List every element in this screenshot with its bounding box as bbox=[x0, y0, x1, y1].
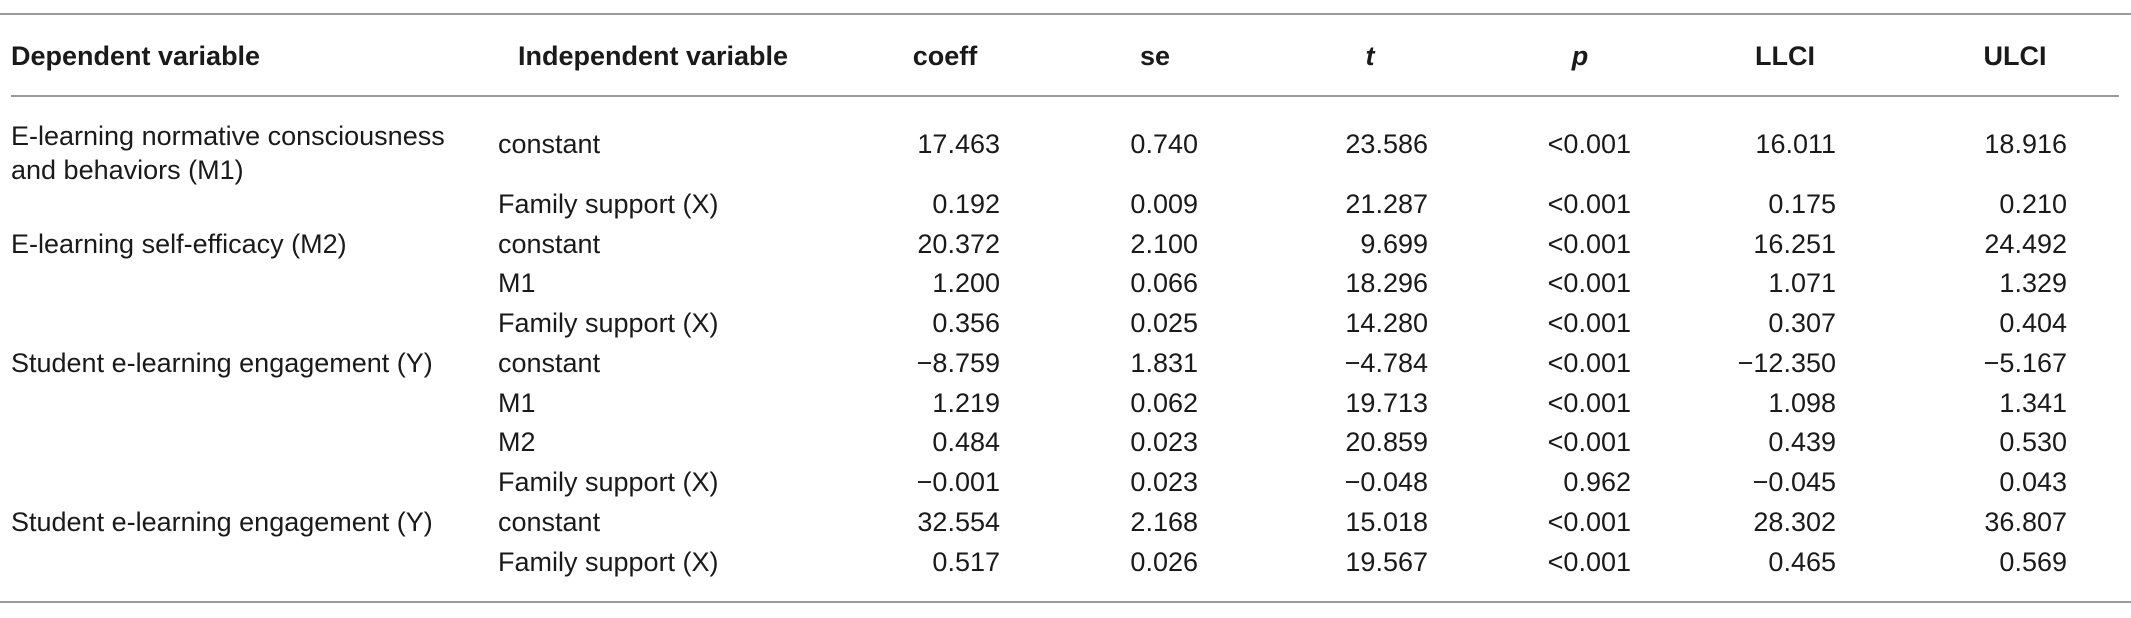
independent-variable-label: constant bbox=[498, 507, 601, 537]
cell-se: 0.009 bbox=[1130, 189, 1198, 219]
cell-p: <0.001 bbox=[1547, 229, 1631, 259]
header-ulci: ULCI bbox=[1983, 41, 2047, 71]
dependent-variable-label-line2: and behaviors (M1) bbox=[11, 155, 244, 185]
independent-variable-label: Family support (X) bbox=[498, 189, 719, 219]
cell-coeff: 0.517 bbox=[932, 547, 1000, 577]
cell-t: 21.287 bbox=[1345, 189, 1428, 219]
cell-coeff: −8.759 bbox=[916, 348, 1000, 378]
cell-coeff: 0.484 bbox=[932, 427, 1000, 457]
cell-t: 15.018 bbox=[1345, 507, 1428, 537]
independent-variable-label: M2 bbox=[498, 427, 536, 457]
cell-se: 0.066 bbox=[1130, 268, 1198, 298]
cell-t: 19.713 bbox=[1345, 388, 1428, 418]
cell-se: 2.100 bbox=[1130, 229, 1198, 259]
cell-coeff: 20.372 bbox=[917, 229, 1000, 259]
cell-p: <0.001 bbox=[1547, 348, 1631, 378]
header-coeff: coeff bbox=[912, 41, 978, 71]
cell-t: 9.699 bbox=[1360, 229, 1428, 259]
header-llci: LLCI bbox=[1755, 41, 1815, 71]
cell-coeff: 32.554 bbox=[917, 507, 1000, 537]
cell-p: <0.001 bbox=[1547, 129, 1631, 159]
dependent-variable-label: E-learning self-efficacy (M2) bbox=[11, 229, 347, 259]
cell-llci: 0.175 bbox=[1768, 189, 1836, 219]
cell-ulci: 0.404 bbox=[1999, 308, 2067, 338]
dependent-variable-label: E-learning normative consciousness bbox=[11, 121, 445, 151]
cell-ulci: 0.569 bbox=[1999, 547, 2067, 577]
table-header-rule bbox=[11, 95, 2119, 97]
cell-p: <0.001 bbox=[1547, 547, 1631, 577]
independent-variable-label: constant bbox=[498, 229, 601, 259]
cell-ulci: 18.916 bbox=[1984, 129, 2067, 159]
cell-coeff: 0.192 bbox=[932, 189, 1000, 219]
independent-variable-label: constant bbox=[498, 348, 601, 378]
cell-llci: 28.302 bbox=[1753, 507, 1836, 537]
cell-ulci: 24.492 bbox=[1984, 229, 2067, 259]
dependent-variable-label: Student e-learning engagement (Y) bbox=[11, 507, 433, 537]
cell-p: <0.001 bbox=[1547, 507, 1631, 537]
cell-llci: 0.465 bbox=[1768, 547, 1836, 577]
cell-t: 18.296 bbox=[1345, 268, 1428, 298]
table-top-rule bbox=[0, 13, 2131, 15]
cell-llci: −12.350 bbox=[1737, 348, 1836, 378]
cell-ulci: 1.329 bbox=[1999, 268, 2067, 298]
cell-llci: 1.098 bbox=[1768, 388, 1836, 418]
cell-ulci: 1.341 bbox=[1999, 388, 2067, 418]
dependent-variable-label: Student e-learning engagement (Y) bbox=[11, 348, 433, 378]
independent-variable-label: Family support (X) bbox=[498, 547, 719, 577]
cell-llci: 1.071 bbox=[1768, 268, 1836, 298]
cell-se: 0.023 bbox=[1130, 467, 1198, 497]
cell-se: 1.831 bbox=[1130, 348, 1198, 378]
cell-ulci: 0.210 bbox=[1999, 189, 2067, 219]
cell-coeff: 0.356 bbox=[932, 308, 1000, 338]
cell-t: −4.784 bbox=[1344, 348, 1428, 378]
independent-variable-label: constant bbox=[498, 129, 601, 159]
cell-p: <0.001 bbox=[1547, 268, 1631, 298]
cell-se: 0.023 bbox=[1130, 427, 1198, 457]
cell-coeff: 17.463 bbox=[917, 129, 1000, 159]
header-p: p bbox=[1571, 41, 1589, 71]
cell-t: 20.859 bbox=[1345, 427, 1428, 457]
cell-t: 23.586 bbox=[1345, 129, 1428, 159]
cell-ulci: 36.807 bbox=[1984, 507, 2067, 537]
cell-llci: 16.011 bbox=[1755, 129, 1836, 159]
cell-llci: 16.251 bbox=[1753, 229, 1836, 259]
independent-variable-label: M1 bbox=[498, 388, 536, 418]
cell-p: <0.001 bbox=[1547, 427, 1631, 457]
cell-ulci: −5.167 bbox=[1983, 348, 2067, 378]
cell-ulci: 0.530 bbox=[1999, 427, 2067, 457]
cell-llci: 0.439 bbox=[1768, 427, 1836, 457]
cell-coeff: 1.219 bbox=[932, 388, 1000, 418]
header-t: t bbox=[1365, 41, 1375, 71]
cell-se: 0.025 bbox=[1130, 308, 1198, 338]
cell-llci: −0.045 bbox=[1752, 467, 1836, 497]
cell-se: 0.026 bbox=[1130, 547, 1198, 577]
cell-se: 0.740 bbox=[1130, 129, 1198, 159]
independent-variable-label: M1 bbox=[498, 268, 536, 298]
cell-llci: 0.307 bbox=[1768, 308, 1836, 338]
independent-variable-label: Family support (X) bbox=[498, 308, 719, 338]
cell-coeff: 1.200 bbox=[932, 268, 1000, 298]
cell-t: −0.048 bbox=[1344, 467, 1428, 497]
header-independent-variable: Independent variable bbox=[518, 41, 789, 71]
cell-p: <0.001 bbox=[1547, 388, 1631, 418]
cell-se: 2.168 bbox=[1130, 507, 1198, 537]
cell-ulci: 0.043 bbox=[1999, 467, 2067, 497]
cell-p: 0.962 bbox=[1563, 467, 1631, 497]
cell-p: <0.001 bbox=[1547, 189, 1631, 219]
header-se: se bbox=[1139, 41, 1171, 71]
table-bottom-rule bbox=[0, 601, 2131, 603]
header-dependent-variable: Dependent variable bbox=[11, 41, 261, 71]
cell-p: <0.001 bbox=[1547, 308, 1631, 338]
cell-coeff: −0.001 bbox=[916, 467, 1000, 497]
cell-se: 0.062 bbox=[1130, 388, 1198, 418]
cell-t: 14.280 bbox=[1345, 308, 1428, 338]
cell-t: 19.567 bbox=[1345, 547, 1428, 577]
independent-variable-label: Family support (X) bbox=[498, 467, 719, 497]
